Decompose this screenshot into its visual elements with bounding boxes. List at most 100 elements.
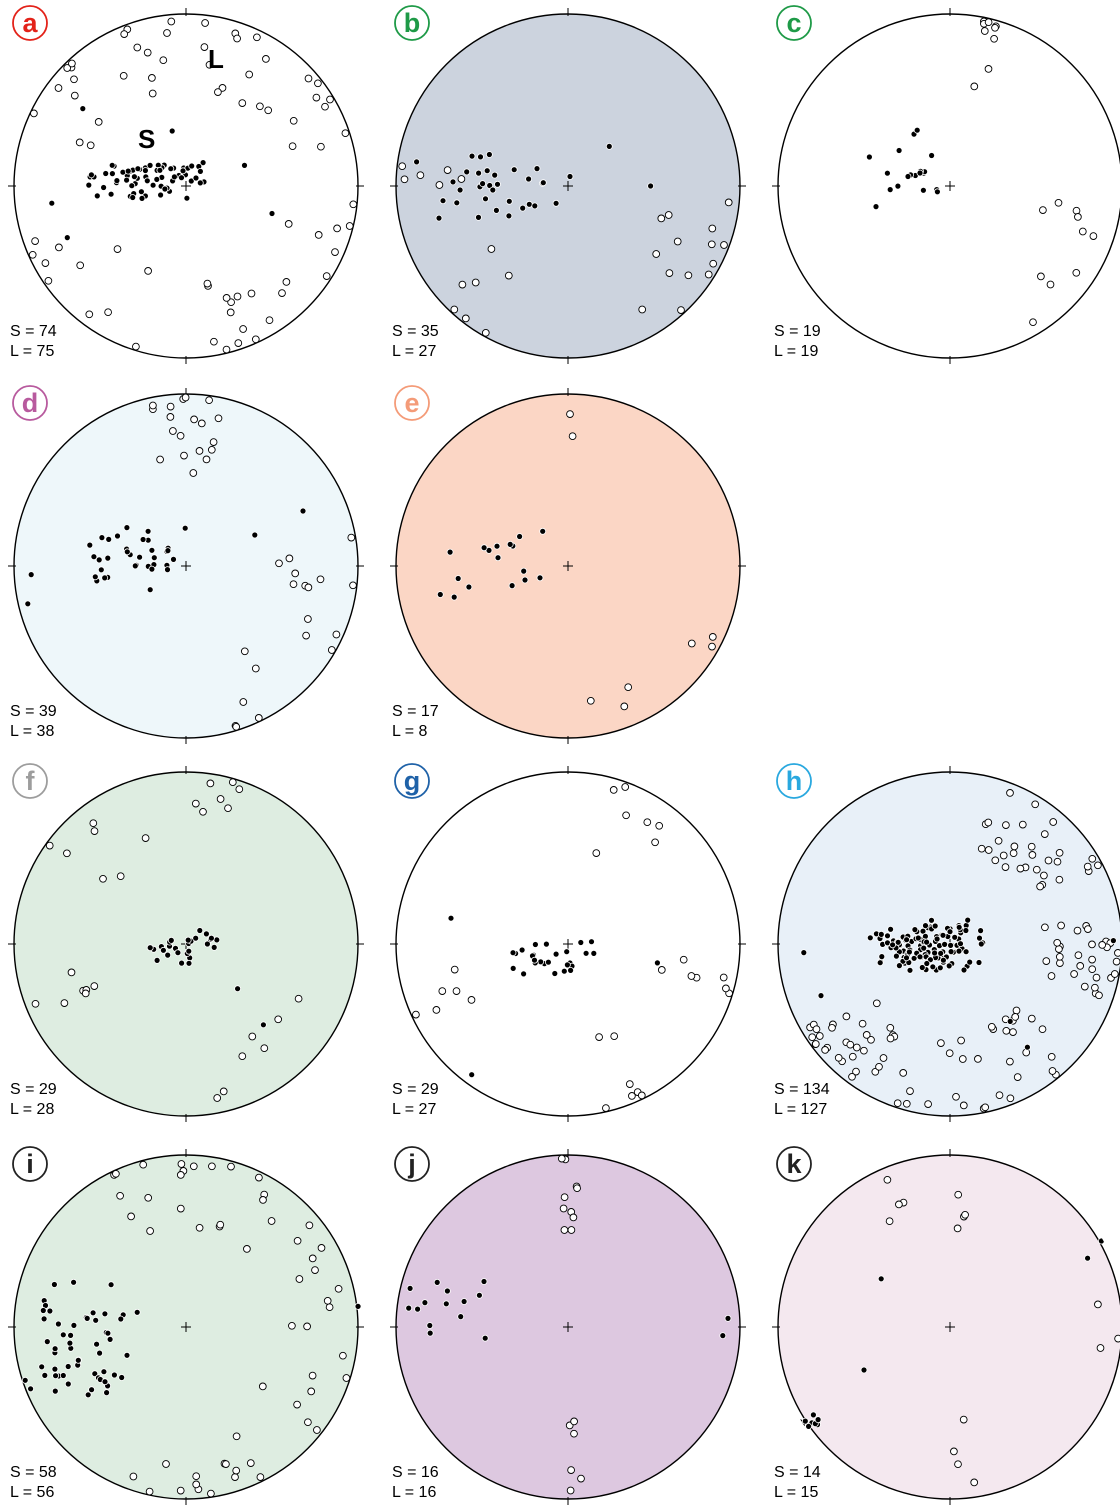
foliation-pole-point xyxy=(505,212,513,220)
lineation-point xyxy=(334,1284,343,1293)
foliation-pole-point xyxy=(975,959,983,966)
lineation-point xyxy=(258,1382,267,1391)
foliation-pole-point xyxy=(203,940,211,948)
foliation-pole-point xyxy=(117,1315,125,1323)
axis-ticks xyxy=(772,766,951,1122)
lineation-point xyxy=(314,231,323,239)
foliation-pole-point xyxy=(210,944,218,951)
lineation-point xyxy=(112,1169,120,1178)
count-S-label: S = 58 xyxy=(10,1464,57,1481)
foliation-pole-point xyxy=(1098,1237,1105,1245)
foliation-pole-point xyxy=(111,1371,118,1379)
foliation-pole-point xyxy=(916,169,924,177)
foliation-pole-point xyxy=(939,931,947,939)
foliation-pole-point xyxy=(906,948,913,956)
lineation-point xyxy=(143,48,152,57)
lineation-point xyxy=(1006,789,1014,797)
lineation-point xyxy=(94,118,103,126)
lineation-point xyxy=(235,785,244,794)
foliation-pole-point xyxy=(436,591,444,598)
foliation-pole-point xyxy=(146,161,154,169)
lineation-point xyxy=(86,141,95,150)
foliation-pole-point xyxy=(931,922,939,930)
foliation-pole-point xyxy=(354,1303,362,1310)
lineation-point xyxy=(808,1033,817,1042)
lineation-point xyxy=(1094,861,1102,870)
foliation-pole-point xyxy=(64,1363,72,1370)
lineation-point xyxy=(148,74,156,82)
foliation-pole-point xyxy=(51,1365,59,1373)
lineation-point xyxy=(1091,983,1099,992)
foliation-pole-point xyxy=(964,916,972,924)
foliation-pole-point xyxy=(96,1349,103,1357)
foliation-pole-point xyxy=(886,186,894,194)
foliation-pole-point xyxy=(947,948,955,955)
foliation-pole-point xyxy=(93,1340,100,1348)
foliation-pole-point xyxy=(450,593,458,601)
lineation-point xyxy=(305,1221,314,1230)
lineation-point xyxy=(1006,1057,1014,1066)
lineation-point xyxy=(704,270,713,279)
lineation-point xyxy=(238,1052,247,1061)
count-L-label: L = 19 xyxy=(774,343,818,360)
lineation-point xyxy=(679,955,688,964)
panel-label-badge: e xyxy=(394,385,430,421)
lineation-point xyxy=(1042,957,1051,965)
lineation-point xyxy=(294,994,303,1003)
foliation-pole-point xyxy=(433,1279,441,1286)
foliation-pole-point xyxy=(159,946,167,954)
lineation-point xyxy=(191,799,200,808)
lineation-point xyxy=(1018,820,1027,829)
lineation-point xyxy=(566,1486,575,1495)
annotation-L: L xyxy=(208,44,224,74)
lineation-point xyxy=(398,162,407,171)
foliation-pole-point xyxy=(447,914,455,922)
foliation-pole-point xyxy=(903,954,910,962)
foliation-pole-point xyxy=(475,169,483,177)
foliation-pole-point xyxy=(124,167,132,175)
foliation-pole-point xyxy=(577,939,585,946)
lineation-point xyxy=(1046,280,1055,289)
lineation-point xyxy=(609,786,618,794)
lineation-point xyxy=(959,1415,968,1424)
foliation-pole-point xyxy=(446,548,454,556)
foliation-pole-point xyxy=(97,566,105,574)
foliation-pole-point xyxy=(872,203,880,211)
lineation-point xyxy=(144,1193,153,1202)
foliation-pole-point xyxy=(560,967,568,975)
foliation-pole-point xyxy=(605,142,613,150)
lineation-point xyxy=(557,1154,566,1163)
foliation-pole-point xyxy=(74,1356,82,1364)
lineation-point xyxy=(113,245,122,253)
center-cross xyxy=(181,561,191,571)
lineation-point xyxy=(190,415,198,424)
foliation-pole-point xyxy=(957,940,964,948)
foliation-pole-point xyxy=(916,953,924,961)
foliation-pole-point xyxy=(268,210,276,217)
foliation-pole-point xyxy=(64,1380,72,1388)
lineation-point xyxy=(304,1418,312,1427)
foliation-pole-point xyxy=(493,542,501,550)
foliation-pole-point xyxy=(475,213,482,221)
lineation-point xyxy=(1094,1300,1102,1309)
lineation-point xyxy=(954,1460,962,1469)
count-S-label: S = 134 xyxy=(774,1081,830,1098)
lineation-point xyxy=(458,280,467,289)
foliation-pole-point xyxy=(894,182,902,190)
lineation-point xyxy=(961,1210,969,1219)
lineation-point xyxy=(467,996,476,1004)
lineation-point xyxy=(664,211,673,219)
axis-ticks xyxy=(390,766,746,1122)
lineation-point xyxy=(991,23,999,32)
lineation-point xyxy=(570,1429,578,1438)
lineation-point xyxy=(1074,213,1082,221)
lineation-point xyxy=(243,1245,251,1253)
foliation-pole-point xyxy=(945,962,953,970)
foliation-pole-point xyxy=(536,574,544,582)
foliation-pole-point xyxy=(199,159,207,167)
lineation-point xyxy=(210,337,218,346)
stereonet-panel-j: j S = 16 L = 16 xyxy=(390,1146,746,1505)
foliation-pole-point xyxy=(52,1372,59,1380)
foliation-pole-point xyxy=(906,966,914,974)
